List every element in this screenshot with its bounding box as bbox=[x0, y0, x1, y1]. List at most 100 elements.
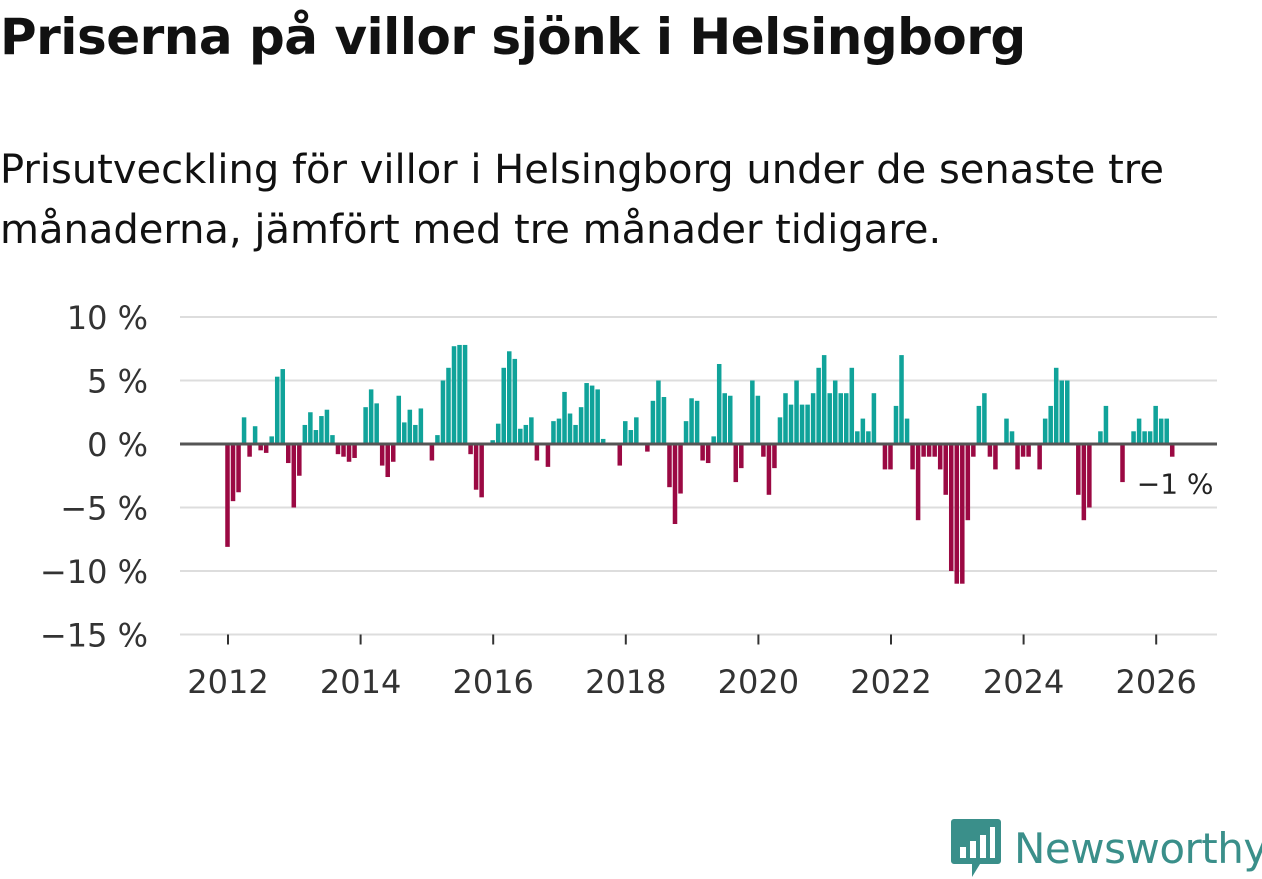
bar-negative bbox=[965, 444, 971, 521]
bar-negative bbox=[473, 444, 479, 490]
bar-positive bbox=[451, 346, 457, 444]
bar-negative bbox=[882, 444, 888, 470]
bar-positive bbox=[313, 430, 319, 444]
bar-positive bbox=[1142, 431, 1147, 444]
bar-negative bbox=[993, 444, 998, 470]
bar-positive bbox=[634, 417, 639, 444]
bar-negative bbox=[385, 444, 390, 478]
bar-negative bbox=[545, 444, 551, 467]
bar-positive bbox=[418, 408, 424, 444]
bar-positive bbox=[821, 355, 827, 444]
bar-positive bbox=[1131, 431, 1136, 444]
bar-negative bbox=[766, 444, 772, 495]
chart-subtitle: Prisutveckling för villor i Helsingborg … bbox=[0, 147, 1164, 253]
bar-negative bbox=[739, 444, 744, 469]
bar-positive bbox=[1103, 405, 1109, 444]
bar-positive bbox=[650, 400, 656, 444]
bar-positive bbox=[694, 400, 700, 444]
bar-positive bbox=[523, 424, 529, 444]
bar-positive bbox=[1147, 431, 1153, 444]
bar-negative bbox=[379, 444, 385, 466]
bar-positive bbox=[1004, 418, 1009, 444]
bar-positive bbox=[711, 436, 716, 444]
bar-positive bbox=[893, 405, 899, 444]
x-tick-label: 2020 bbox=[718, 663, 799, 701]
bar-positive bbox=[440, 380, 446, 444]
bar-positive bbox=[562, 391, 567, 444]
x-tick-label: 2024 bbox=[983, 663, 1064, 701]
bar-positive bbox=[777, 417, 783, 444]
bar-positive bbox=[490, 440, 495, 444]
bar-negative bbox=[971, 444, 976, 457]
bar-negative bbox=[263, 444, 269, 453]
bar-positive bbox=[308, 412, 313, 444]
bar-positive bbox=[827, 393, 832, 444]
bar-positive bbox=[368, 389, 374, 444]
y-tick-label: −5 % bbox=[60, 490, 148, 528]
bar-positive bbox=[1053, 367, 1059, 444]
bar-positive bbox=[783, 393, 788, 444]
bar-positive bbox=[252, 426, 258, 444]
y-tick-label: 0 % bbox=[87, 426, 148, 464]
bar-positive bbox=[844, 393, 849, 444]
bar-negative bbox=[335, 444, 341, 455]
bar-positive bbox=[578, 407, 584, 444]
bar-negative bbox=[932, 444, 937, 457]
bar-negative bbox=[258, 444, 263, 451]
bar-positive bbox=[457, 344, 462, 444]
bar-positive bbox=[529, 417, 534, 444]
bar-positive bbox=[462, 344, 468, 444]
x-tick-label: 2018 bbox=[585, 663, 666, 701]
bar-positive bbox=[280, 369, 286, 444]
bar-negative bbox=[915, 444, 921, 521]
bar-negative bbox=[733, 444, 739, 483]
bar-positive bbox=[1136, 418, 1142, 444]
bar-positive bbox=[556, 418, 562, 444]
bar-negative bbox=[943, 444, 948, 495]
bar-positive bbox=[982, 393, 987, 444]
bar-positive bbox=[413, 424, 418, 444]
bar-positive bbox=[507, 351, 512, 444]
bar-positive bbox=[402, 422, 407, 444]
bar-negative bbox=[291, 444, 297, 508]
bar-positive bbox=[855, 431, 860, 444]
bar-positive bbox=[241, 417, 247, 444]
bar-negative bbox=[667, 444, 672, 488]
bar-positive bbox=[805, 404, 810, 444]
bar-negative bbox=[534, 444, 540, 461]
bar-positive bbox=[551, 421, 556, 444]
bar-positive bbox=[1048, 405, 1053, 444]
bar-positive bbox=[904, 418, 910, 444]
bar-positive bbox=[799, 404, 805, 444]
bar-positive bbox=[396, 395, 402, 444]
bar-positive bbox=[269, 436, 274, 444]
bar-negative bbox=[700, 444, 705, 461]
x-tick-label: 2016 bbox=[452, 663, 533, 701]
bar-positive bbox=[716, 363, 722, 444]
bar-positive bbox=[1164, 418, 1169, 444]
bar-positive bbox=[446, 367, 451, 444]
bar-chart: 10 % 5 % 0 % −5 % −10 % −15 % 2012 2014 2016 2018… bbox=[40, 299, 1217, 701]
bar-negative bbox=[705, 444, 711, 464]
bar-positive bbox=[573, 424, 578, 444]
bar-positive bbox=[816, 367, 821, 444]
bar-positive bbox=[435, 435, 440, 444]
bar-positive bbox=[1042, 418, 1048, 444]
bar-negative bbox=[1037, 444, 1042, 470]
y-tick-label: 10 % bbox=[67, 299, 148, 337]
brand-name: Newsworthy bbox=[1014, 823, 1262, 873]
bar-negative bbox=[1020, 444, 1026, 457]
bar-positive bbox=[518, 428, 523, 444]
bar-negative bbox=[341, 444, 346, 457]
bar-positive bbox=[866, 431, 871, 444]
bar-positive bbox=[656, 380, 661, 444]
x-tick-label: 2012 bbox=[187, 663, 268, 701]
bar-positive bbox=[832, 380, 838, 444]
brand[interactable]: Newsworthy bbox=[950, 817, 1262, 879]
bar-negative bbox=[1076, 444, 1081, 495]
bar-negative bbox=[297, 444, 302, 476]
bar-positive bbox=[1009, 431, 1015, 444]
bar-positive bbox=[589, 385, 595, 444]
bar-negative bbox=[352, 444, 357, 458]
bar-positive bbox=[689, 398, 694, 444]
